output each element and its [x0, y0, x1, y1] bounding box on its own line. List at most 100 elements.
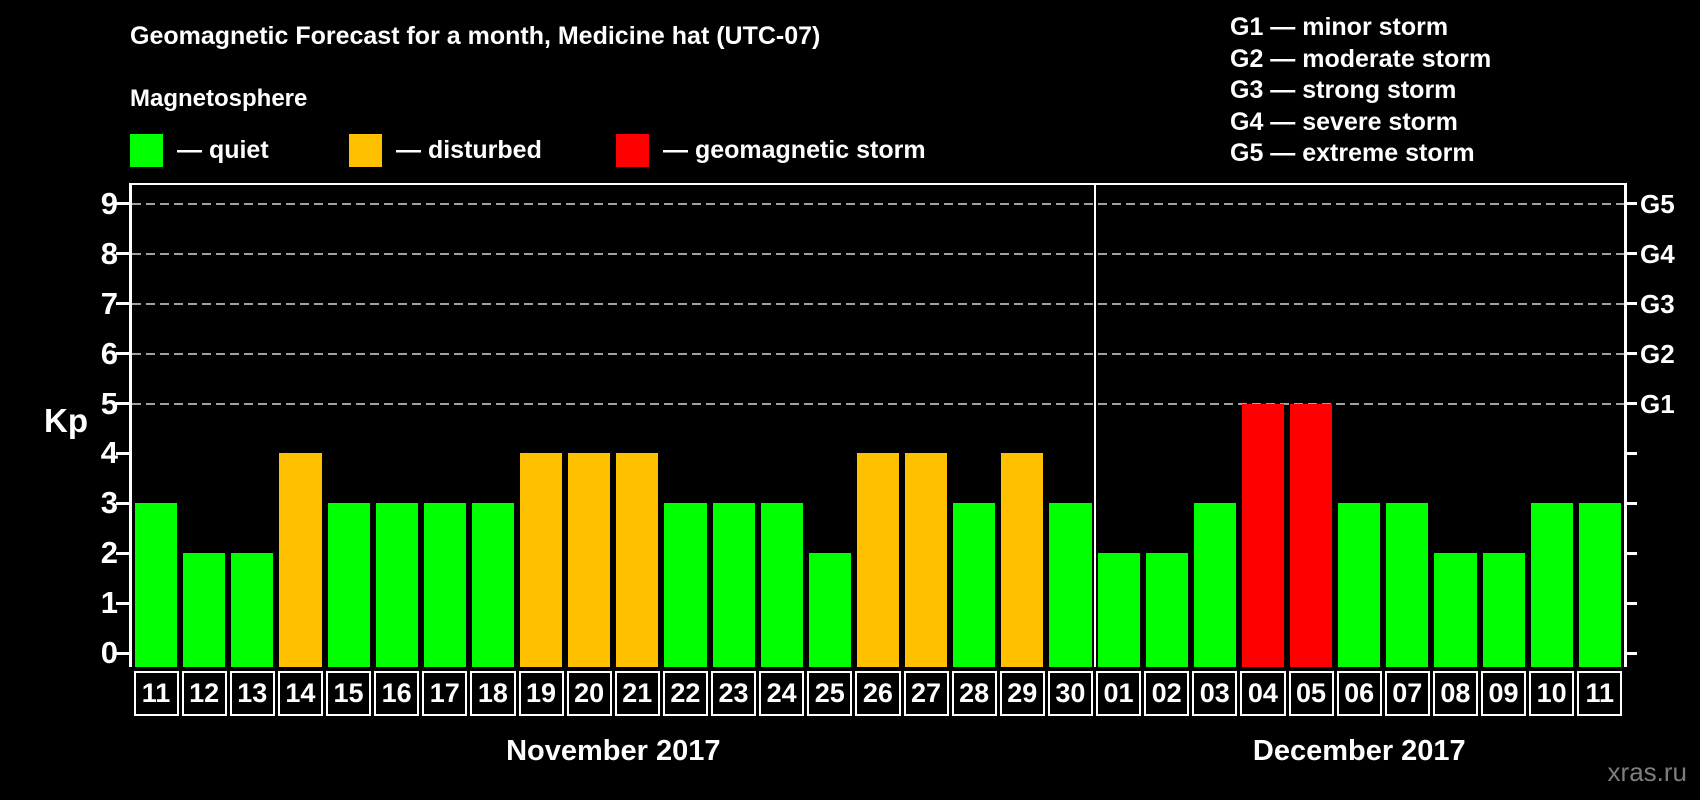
- watermark: xras.ru: [1607, 757, 1687, 787]
- month-separator-line: [1093, 185, 1096, 667]
- kp-bar-value-3: [1530, 503, 1573, 667]
- bar-column-nov-21: [613, 185, 661, 667]
- day-box-dec-01: 01: [1096, 671, 1142, 716]
- storm-scale-g1: G1 — minor storm: [1230, 13, 1449, 41]
- bar-column-nov-27: [902, 185, 950, 667]
- legend-label-disturbed: — disturbed: [396, 135, 542, 164]
- kp-bar-value-4: [279, 453, 322, 667]
- left-tick-0: [116, 651, 129, 655]
- day-box-dec-06: 06: [1336, 671, 1382, 716]
- kp-bar-value-2: [183, 553, 226, 667]
- bar-column-dec-07: [1383, 185, 1431, 667]
- legend-item-geomagnetic-storm: — geomagnetic storm: [616, 132, 926, 168]
- right-tick-8: [1624, 252, 1637, 256]
- legend-label-geomagnetic-storm: — geomagnetic storm: [663, 135, 926, 164]
- day-box-nov-11: 11: [133, 671, 179, 716]
- month-label-0: November 2017: [506, 735, 721, 767]
- right-tick-0: [1624, 651, 1637, 655]
- right-tick-9: [1624, 202, 1637, 206]
- y-tick-label-7: 7: [100, 285, 118, 321]
- kp-bar-value-4: [905, 453, 948, 667]
- y-tick-label-2: 2: [100, 535, 118, 571]
- chart-subtitle: Magnetosphere: [130, 85, 308, 112]
- month-label-1: December 2017: [1252, 735, 1466, 767]
- storm-scale-g5: G5 — extreme storm: [1230, 139, 1475, 168]
- g-scale-label-g2: G2: [1640, 338, 1675, 369]
- day-box-nov-13: 13: [229, 671, 275, 716]
- bar-column-dec-05: [1287, 185, 1335, 667]
- right-tick-3: [1624, 501, 1637, 505]
- bar-column-nov-13: [228, 185, 276, 667]
- g-scale-label-g3: G3: [1640, 288, 1675, 319]
- day-box-nov-19: 19: [518, 671, 564, 716]
- kp-bar-value-3: [760, 503, 803, 667]
- left-tick-5: [116, 402, 129, 405]
- bar-column-nov-25: [806, 185, 854, 667]
- bar-column-nov-14: [276, 185, 324, 667]
- day-box-dec-08: 08: [1432, 671, 1478, 716]
- kp-bar-value-4: [520, 453, 563, 667]
- y-tick-label-0: 0: [100, 635, 118, 670]
- storm-scale-g2: G2 — moderate storm: [1230, 44, 1492, 73]
- kp-bar-value-3: [1386, 503, 1429, 667]
- bar-column-dec-03: [1191, 185, 1239, 667]
- kp-bar-value-5: [1290, 403, 1333, 667]
- bar-column-nov-29: [998, 185, 1046, 667]
- day-box-nov-14: 14: [277, 671, 323, 716]
- bar-column-dec-10: [1528, 185, 1576, 667]
- y-axis-title: Kp: [44, 402, 88, 439]
- day-box-dec-05: 05: [1288, 671, 1334, 716]
- day-box-nov-20: 20: [566, 671, 612, 716]
- bar-column-nov-23: [710, 185, 758, 667]
- kp-bar-value-3: [664, 503, 707, 667]
- storm-scale-g3: G3 — strong storm: [1230, 76, 1457, 105]
- gridline-kp7: [132, 302, 1624, 305]
- kp-bar-value-3: [953, 503, 996, 667]
- kp-bar-value-3: [1578, 503, 1621, 667]
- day-box-nov-21: 21: [614, 671, 660, 716]
- right-tick-7: [1624, 302, 1637, 306]
- bar-column-nov-12: [180, 185, 228, 667]
- day-box-nov-23: 23: [711, 671, 757, 716]
- day-box-dec-02: 02: [1144, 671, 1190, 716]
- day-box-nov-17: 17: [422, 671, 468, 716]
- day-box-nov-28: 28: [951, 671, 997, 716]
- y-tick-label-6: 6: [100, 335, 118, 371]
- kp-bar-value-3: [375, 503, 418, 667]
- bars-container: [132, 185, 1624, 667]
- storm-color-swatch: [616, 133, 649, 167]
- right-tick-1: [1624, 601, 1637, 605]
- day-box-nov-27: 27: [903, 671, 949, 716]
- left-tick-8: [116, 252, 129, 256]
- x-axis-day-row: 11 12 13 14 15 16 17 18 19 20 21 22 23 24 25 26 27 28 29 30…: [132, 671, 1624, 716]
- day-box-nov-24: 24: [759, 671, 805, 716]
- bar-column-dec-06: [1335, 185, 1383, 667]
- right-tick-5: [1624, 402, 1637, 405]
- bar-column-nov-20: [565, 185, 613, 667]
- bar-column-nov-15: [325, 185, 373, 667]
- quiet-color-swatch: [130, 133, 163, 167]
- y-tick-label-8: 8: [100, 235, 118, 271]
- gridline-kp8: [132, 252, 1624, 255]
- kp-bar-value-2: [808, 553, 851, 667]
- bar-column-nov-30: [1046, 185, 1094, 667]
- kp-bar-value-3: [471, 503, 514, 667]
- bar-column-nov-17: [421, 185, 469, 667]
- left-tick-2: [116, 551, 129, 555]
- left-tick-9: [116, 202, 129, 206]
- bar-column-nov-24: [758, 185, 806, 667]
- disturbed-color-swatch: [349, 133, 382, 167]
- left-tick-1: [116, 601, 129, 605]
- day-box-dec-04: 04: [1240, 671, 1286, 716]
- bar-column-nov-22: [661, 185, 709, 667]
- day-box-nov-16: 16: [374, 671, 420, 716]
- kp-bar-value-2: [1097, 553, 1140, 667]
- bar-column-dec-09: [1480, 185, 1528, 667]
- kp-bar-value-3: [1193, 503, 1236, 667]
- day-box-nov-15: 15: [326, 671, 372, 716]
- day-box-dec-11: 11: [1577, 671, 1623, 716]
- bar-column-dec-02: [1143, 185, 1191, 667]
- kp-bar-value-3: [327, 503, 370, 667]
- day-box-dec-03: 03: [1192, 671, 1238, 716]
- legend-item-quiet: — quiet: [130, 132, 269, 168]
